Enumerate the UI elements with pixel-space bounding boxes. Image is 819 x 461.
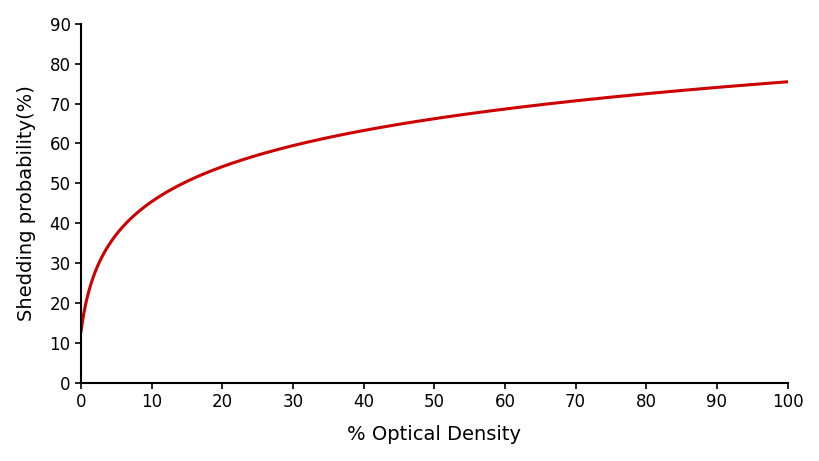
X-axis label: % Optical Density: % Optical Density <box>347 426 521 444</box>
Y-axis label: Shedding probability(%): Shedding probability(%) <box>16 85 35 321</box>
